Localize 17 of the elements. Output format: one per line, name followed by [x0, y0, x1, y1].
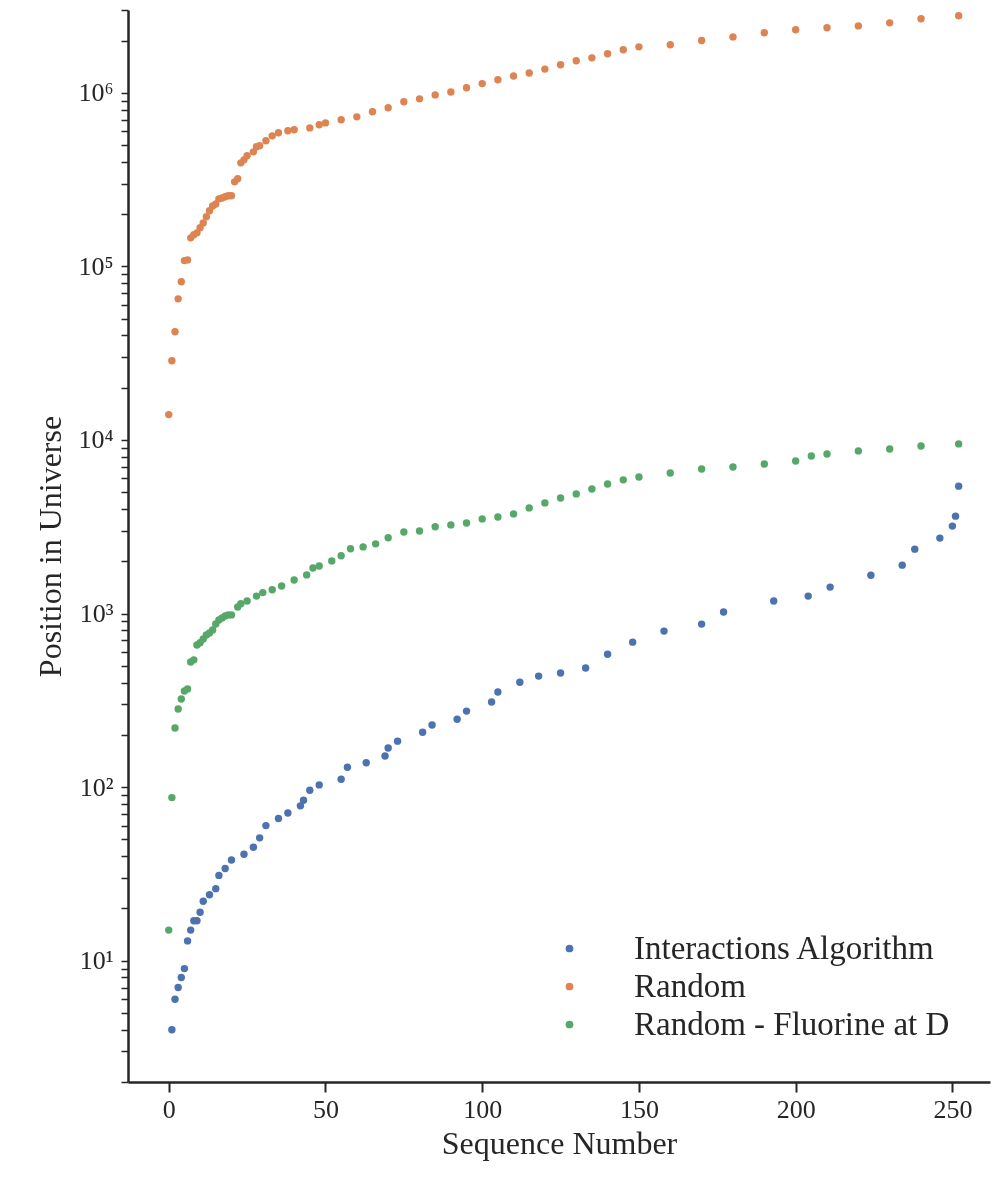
x-tick-label: 0 — [162, 1094, 176, 1124]
x-tick-label: 50 — [312, 1094, 339, 1124]
y-tick-label: 10⁴ — [78, 425, 114, 455]
y-tick-label: 10¹ — [79, 946, 114, 976]
x-tick-label: 250 — [933, 1094, 973, 1124]
x-axis-title: Sequence Number — [441, 1124, 678, 1161]
y-tick-label: 10⁵ — [78, 251, 114, 281]
y-tick-label: 10⁶ — [78, 78, 114, 108]
legend-label: Interactions Algorithm — [634, 929, 935, 966]
y-tick-label: 10² — [79, 772, 114, 802]
x-tick-label: 200 — [776, 1094, 816, 1124]
y-axis-title: Position in Universe — [32, 415, 69, 678]
x-tick-label: 150 — [619, 1094, 659, 1124]
legend-label: Random — [634, 967, 747, 1004]
y-tick-label: 10³ — [79, 599, 114, 629]
x-tick-label: 100 — [463, 1094, 503, 1124]
legend-label: Random - Fluorine at D — [634, 1005, 950, 1042]
